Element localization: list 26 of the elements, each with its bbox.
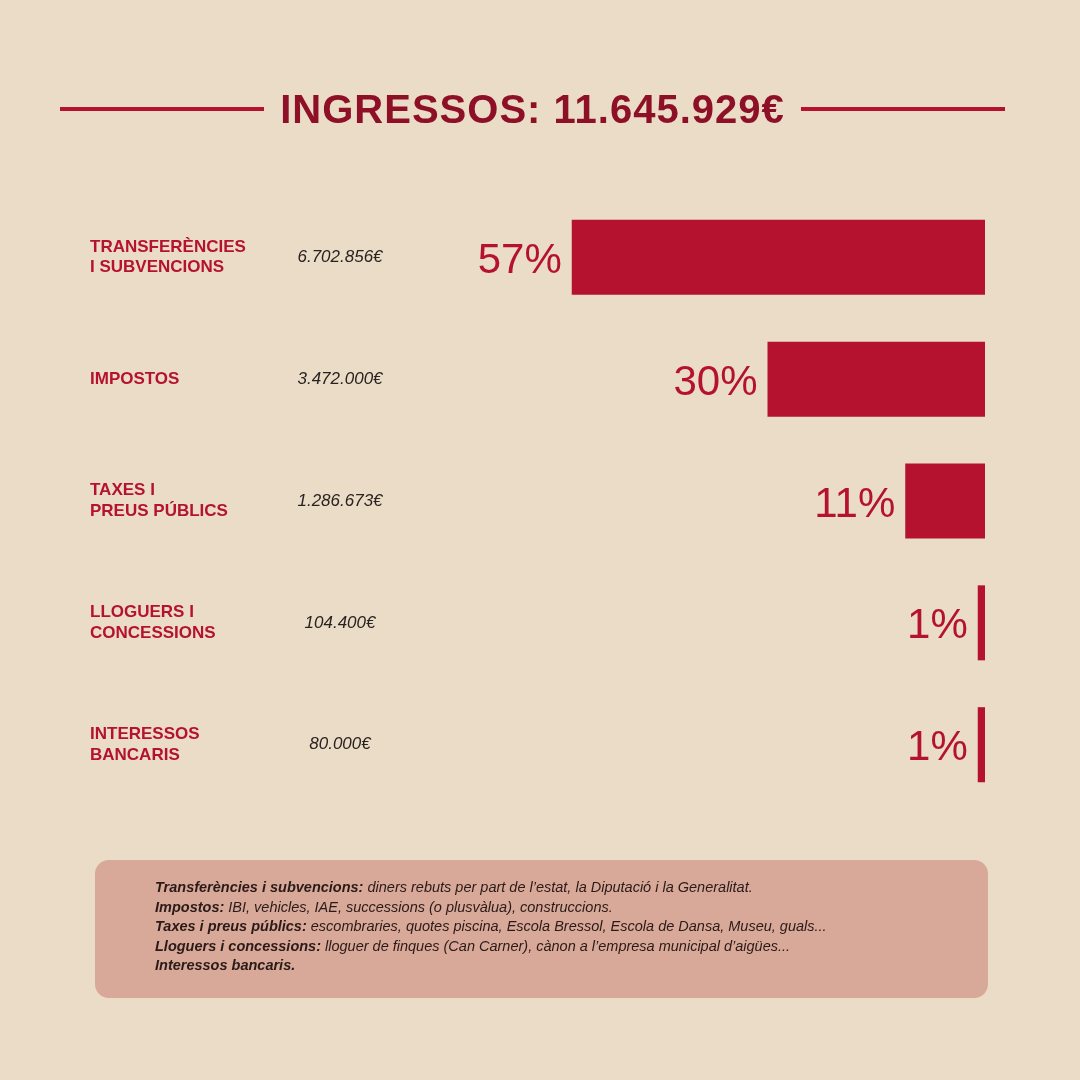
text: Transferències i subvencions: diners rebuts per part de l’estat, la Diputació i la Generalitat. — [155, 879, 753, 895]
chart-title: INGRESSOS: 11.645.929€ — [280, 86, 785, 132]
data-label: 11% — [814, 478, 896, 526]
text: 3.472.000€ — [297, 368, 385, 388]
y-tick-label: TAXES I PREUS PÚBLICS — [90, 480, 228, 520]
data-label: 57% — [477, 234, 562, 282]
bar — [767, 341, 985, 417]
data-label: 30% — [673, 356, 758, 404]
bar — [977, 585, 985, 661]
text: 80.000€ — [309, 734, 373, 754]
text: Interessos bancaris. — [155, 957, 296, 973]
y-tick-label: INTERESSOS BANCARIS — [90, 724, 200, 764]
text: 1.286.673€ — [297, 490, 385, 510]
y-tick-label: TRANSFERÈNCIES I SUBVENCIONS — [90, 236, 246, 277]
bar — [905, 463, 985, 539]
text: 6.702.856€ — [297, 247, 385, 267]
text: Lloguers i concessions: lloguer de finques (Can Carner), cànon a l’empresa municipal d’aigües... — [155, 937, 791, 954]
bar — [571, 219, 985, 295]
text: 104.400€ — [304, 612, 377, 632]
text: Impostos: IBI, vehicles, IAE, successions (o plusvàlua), construccions. — [155, 898, 613, 915]
data-label: 1% — [907, 600, 968, 648]
bar — [977, 707, 985, 783]
text: Taxes i preus públics: escombraries, quotes piscina, Escola Bressol, Escola de Dansa, Museu, guals... — [155, 918, 827, 934]
y-tick-label: IMPOSTOS — [90, 368, 180, 388]
data-label: 1% — [907, 722, 968, 770]
y-tick-label: LLOGUERS I CONCESSIONS — [90, 602, 216, 642]
